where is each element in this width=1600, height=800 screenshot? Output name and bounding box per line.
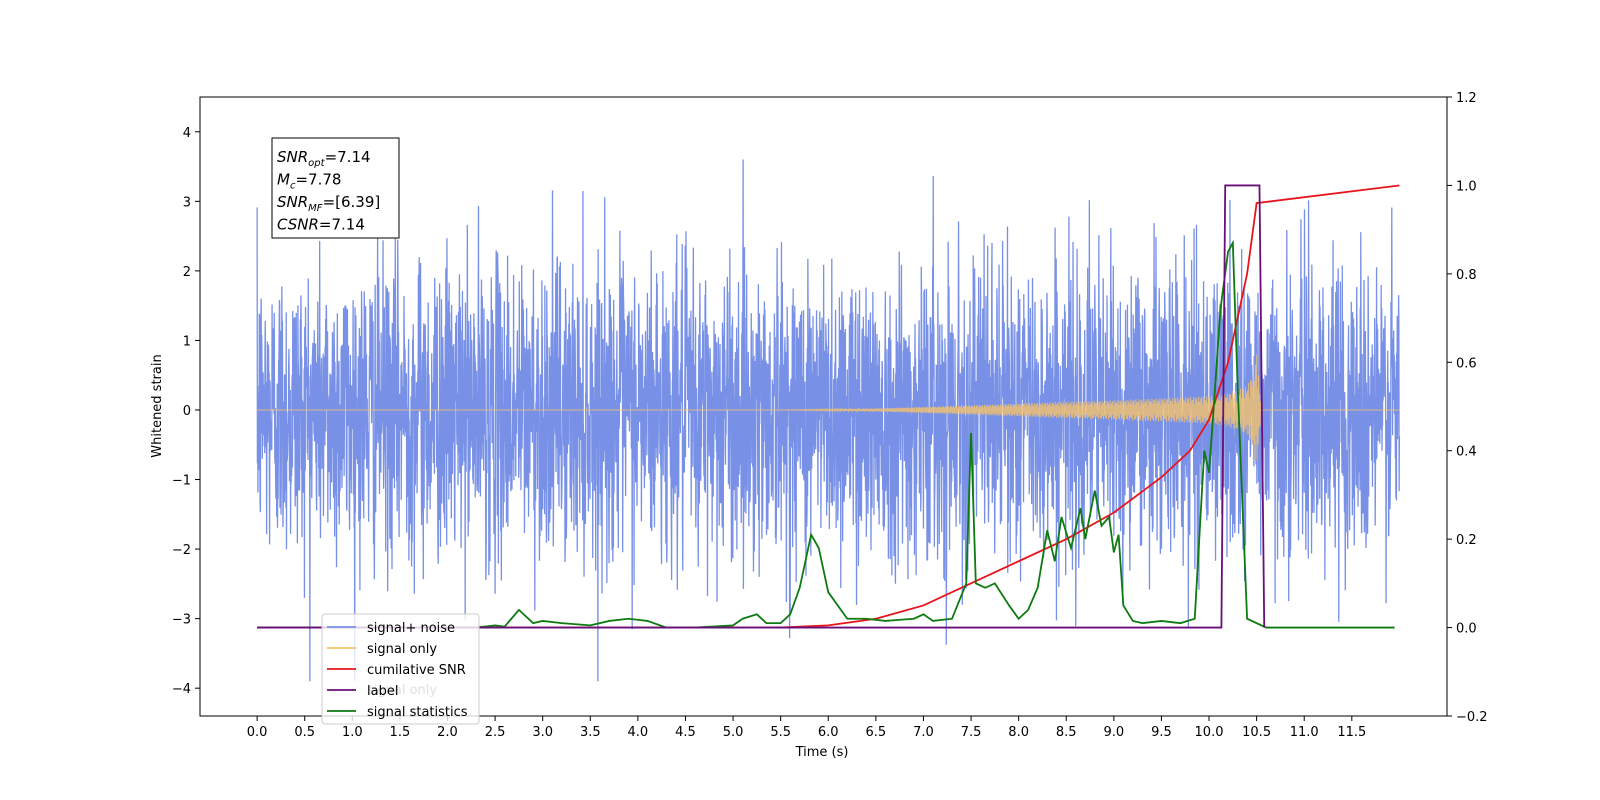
x-tick-label: 1.5: [390, 725, 411, 740]
x-tick-label: 6.0: [818, 725, 839, 740]
x-tick-label: 9.5: [1151, 725, 1172, 740]
x-tick-label: 4.5: [675, 725, 696, 740]
x-tick-label: 5.0: [723, 725, 744, 740]
y-tick-label: 3: [183, 195, 191, 210]
annotation-line: SNRMF=[6.39]: [277, 193, 380, 214]
x-tick-label: 8.5: [1056, 725, 1077, 740]
legend-label: label: [367, 684, 398, 699]
axes-frame: [199, 96, 1448, 717]
x-tick-label: 3.5: [580, 725, 601, 740]
y-tick-label: 4: [183, 126, 191, 141]
y-tick-label: −3: [172, 613, 191, 628]
y2-tick-label: 0.8: [1456, 268, 1477, 283]
y-tick-label: −4: [172, 682, 191, 697]
y2-tick-label: 0.4: [1456, 445, 1477, 460]
y-tick-label: −2: [172, 543, 191, 558]
x-tick-label: 4.0: [628, 725, 649, 740]
plot-area: [256, 159, 1401, 682]
x-tick-label: 0.5: [294, 725, 315, 740]
y-axis-label: Whitened strain: [150, 354, 165, 457]
legend-label: signal+ noise: [367, 621, 455, 636]
y-tick-label: 0: [183, 404, 191, 419]
legend-label: signal statistics: [367, 705, 468, 720]
x-axis: 0.0 0.5 1.0 1.5 2.0 2.5 3.0 3.5 4.0 4.5 5.0 5.5 6.0 6…: [247, 716, 1366, 740]
x-axis-label: Time (s): [795, 745, 849, 760]
x-tick-label: 7.5: [961, 725, 982, 740]
x-tick-label: 7.0: [913, 725, 934, 740]
series-cumulative-snr-line: [257, 184, 1400, 629]
annotation-line: Mc=7.78: [277, 171, 341, 192]
x-tick-label: 9.0: [1103, 725, 1124, 740]
legend-frame: [321, 613, 480, 725]
legend-label: signal only: [367, 642, 437, 657]
x-tick-label: 2.0: [437, 725, 458, 740]
x-tick-label: 6.5: [866, 725, 887, 740]
x-tick-label: 5.5: [770, 725, 791, 740]
x-tick-label: 8.0: [1008, 725, 1029, 740]
x-tick-label: 2.5: [485, 725, 506, 740]
series-signal-only-line: [257, 354, 1400, 461]
x-tick-label: 3.0: [532, 725, 553, 740]
x-tick-label: 11.5: [1337, 725, 1366, 740]
x-tick-label: 11.0: [1290, 725, 1319, 740]
y2-tick-label: 0.0: [1456, 622, 1477, 637]
x-tick-label: 0.0: [247, 725, 268, 740]
legend: signal only signal+ noise signal only cumi…: [321, 613, 480, 725]
y-axis-left: −4 −3 −2 −1 0 1 2 3 4: [172, 126, 200, 697]
annotation-line: CSNR=7.14: [277, 216, 365, 234]
y2-tick-label: 0.6: [1456, 356, 1477, 371]
y2-tick-label: −0.2: [1456, 710, 1488, 725]
x-tick-label: 10.5: [1242, 725, 1271, 740]
series-signal-statistics-line: [257, 239, 1395, 629]
y-tick-label: 1: [183, 334, 191, 349]
y2-tick-label: 1.2: [1456, 91, 1477, 106]
y-tick-label: 2: [183, 265, 191, 280]
y-tick-label: −1: [172, 474, 191, 489]
annotation-line: SNRopt=7.14: [277, 148, 371, 169]
legend-hidden-text: signal only: [367, 683, 437, 698]
x-tick-label: 10.0: [1195, 725, 1224, 740]
y2-tick-label: 0.2: [1456, 533, 1477, 548]
x-tick-label: 1.0: [342, 725, 363, 740]
legend-label: cumilative SNR: [367, 663, 466, 678]
y-axis-right: −0.2 0.0 0.2 0.4 0.6 0.8 1.0 1.2: [1447, 91, 1488, 725]
annotation-frame: [271, 137, 400, 239]
y2-tick-label: 1.0: [1456, 179, 1477, 194]
series-label-line: [257, 184, 1266, 629]
